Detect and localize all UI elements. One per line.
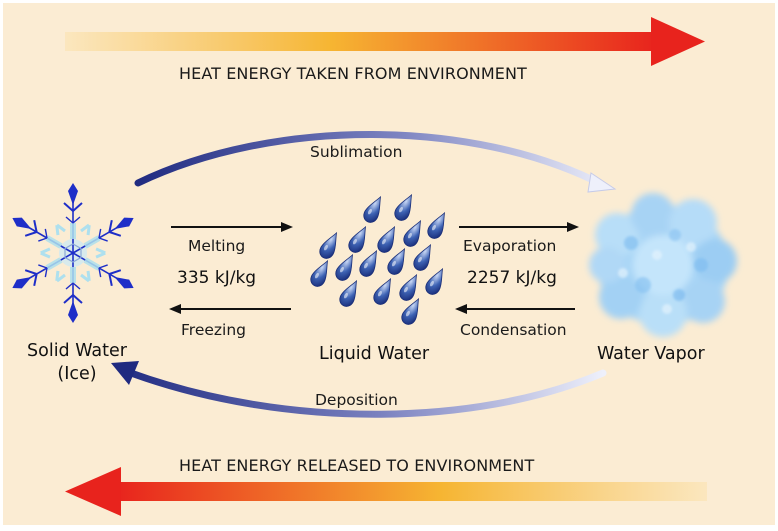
deposition-label: Deposition	[315, 391, 398, 409]
heat-released-arrow	[65, 467, 707, 516]
evaporation-label: Evaporation	[463, 237, 557, 255]
melting-label: Melting	[188, 237, 246, 255]
liquid-water-label: Liquid Water	[319, 344, 430, 364]
sublimation-arrow	[134, 131, 617, 193]
heat-taken-arrow	[65, 17, 705, 66]
water-vapor-label: Water Vapor	[597, 344, 705, 364]
heat-of-fusion-value: 335 kJ/kg	[177, 268, 257, 288]
freezing-label: Freezing	[181, 321, 246, 339]
solid-water-name: Solid Water	[27, 341, 127, 361]
evaporation-arrow	[459, 222, 579, 232]
freezing-arrow	[169, 304, 291, 314]
vapor-cloud-icon	[589, 193, 737, 337]
condensation-label: Condensation	[460, 321, 567, 339]
solid-water-ice: (Ice)	[57, 364, 97, 384]
melting-arrow	[171, 222, 293, 232]
heat-taken-label: HEAT ENERGY TAKEN FROM ENVIRONMENT	[179, 64, 527, 83]
solid-water-label: Solid Water (Ice)	[15, 341, 139, 384]
vapor-cloud-texture	[618, 229, 708, 314]
heat-released-label: HEAT ENERGY RELEASED TO ENVIRONMENT	[179, 456, 535, 475]
diagram-graphics	[3, 17, 737, 516]
heat-of-vaporization-value: 2257 kJ/kg	[467, 268, 557, 288]
deposition-arrow	[111, 361, 607, 418]
snowflake-icon	[4, 183, 141, 323]
phase-change-diagram: HEAT ENERGY TAKEN FROM ENVIRONMENT HEAT …	[3, 3, 775, 525]
condensation-arrow	[455, 304, 575, 314]
sublimation-label: Sublimation	[310, 143, 403, 161]
droplets-icon	[307, 191, 452, 328]
